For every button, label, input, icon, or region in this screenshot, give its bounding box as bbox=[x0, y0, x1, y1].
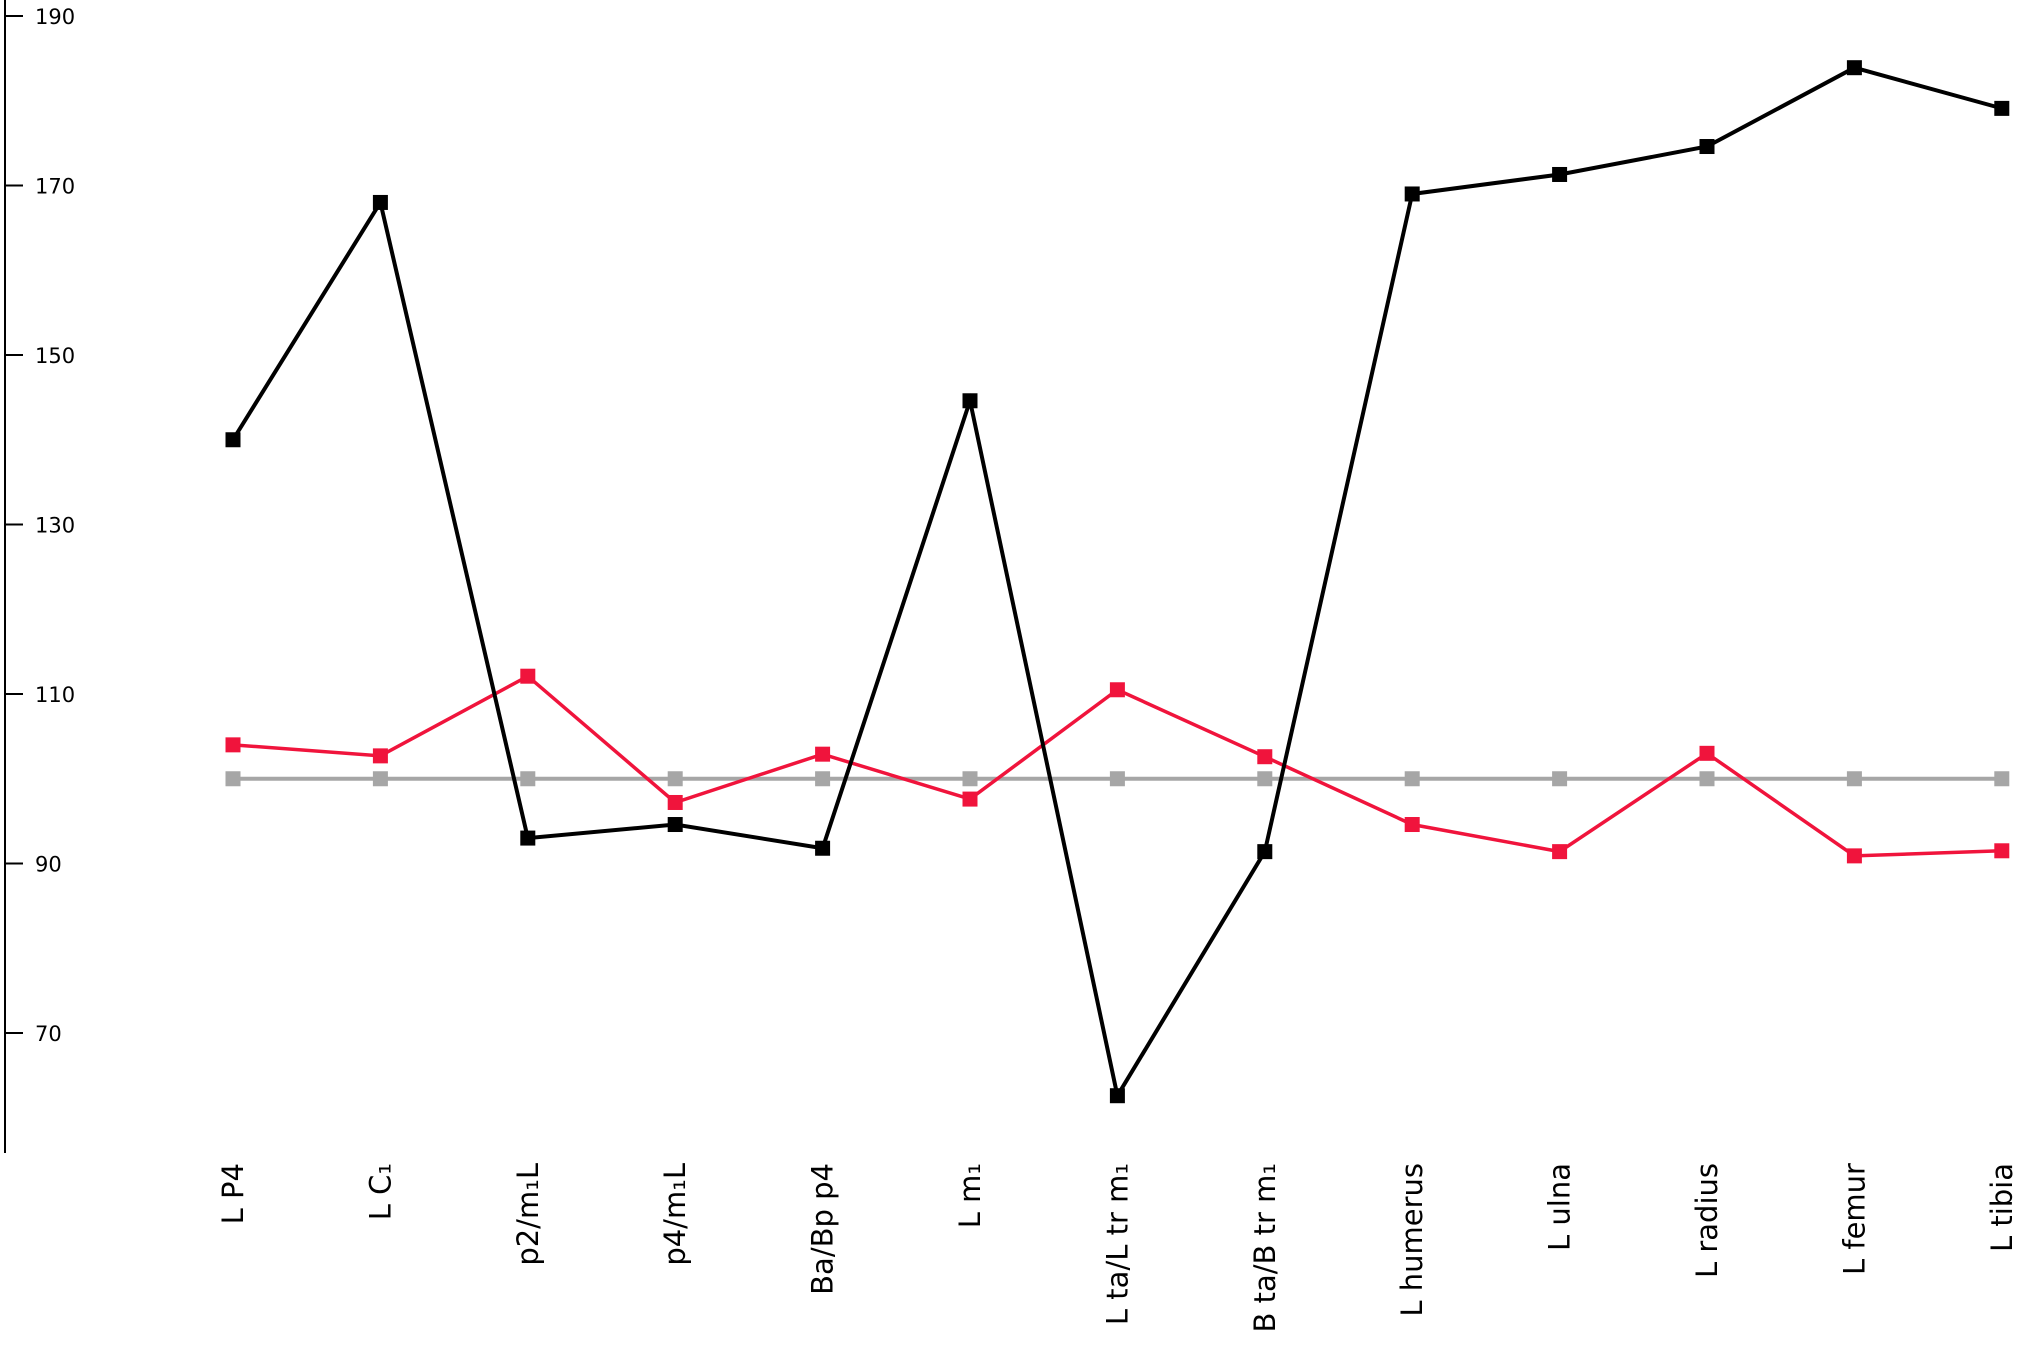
y-tick-label: 70 bbox=[35, 1022, 62, 1046]
series-marker bbox=[520, 830, 536, 846]
series-marker bbox=[815, 840, 831, 856]
series-marker bbox=[1257, 749, 1273, 765]
series-marker bbox=[1994, 771, 2010, 787]
series-marker bbox=[520, 771, 536, 787]
series-marker bbox=[667, 817, 683, 833]
x-category-label: L C₁ bbox=[363, 1163, 397, 1220]
series-marker bbox=[1552, 771, 1568, 787]
series-layer bbox=[225, 60, 2010, 1104]
x-category-label: L femur bbox=[1837, 1163, 1871, 1275]
series-marker bbox=[1109, 771, 1125, 787]
series-1 bbox=[225, 668, 2010, 864]
series-marker bbox=[225, 737, 241, 753]
y-axis-ticks: 70 90 110 130 150 170 190 bbox=[5, 5, 75, 1046]
series-marker bbox=[1994, 843, 2010, 859]
series-marker bbox=[815, 771, 831, 787]
series-marker bbox=[1552, 844, 1568, 860]
series-2 bbox=[225, 771, 2010, 787]
series-marker bbox=[1699, 771, 1715, 787]
x-category-label: p2/m₁L bbox=[511, 1163, 545, 1266]
y-tick-label: 90 bbox=[35, 853, 62, 877]
series-marker bbox=[372, 194, 388, 210]
series-marker bbox=[962, 791, 978, 807]
series-marker bbox=[667, 771, 683, 787]
y-tick-label: 110 bbox=[35, 683, 75, 707]
y-tick-label: 130 bbox=[35, 514, 75, 538]
series-marker bbox=[1552, 166, 1568, 182]
series-marker bbox=[520, 668, 536, 684]
series-marker bbox=[1404, 186, 1420, 202]
series-marker bbox=[667, 794, 683, 810]
series-marker bbox=[1257, 844, 1273, 860]
series-marker bbox=[225, 432, 241, 448]
series-marker bbox=[815, 746, 831, 762]
series-marker bbox=[372, 771, 388, 787]
x-category-label: p4/m₁L bbox=[658, 1163, 692, 1266]
series-marker bbox=[1404, 771, 1420, 787]
x-category-label: L m₁ bbox=[953, 1163, 987, 1228]
x-category-label: L humerus bbox=[1395, 1163, 1429, 1317]
x-category-label: B ta/B tr m₁ bbox=[1248, 1163, 1282, 1333]
x-category-label: L tibia bbox=[1985, 1163, 2018, 1252]
x-category-label: L P4 bbox=[216, 1163, 250, 1224]
series-marker bbox=[1109, 1088, 1125, 1104]
x-category-label: L ulna bbox=[1543, 1163, 1577, 1251]
series-marker bbox=[962, 771, 978, 787]
series-marker bbox=[1994, 100, 2010, 116]
y-tick-label: 150 bbox=[35, 344, 75, 368]
series-marker bbox=[372, 748, 388, 764]
series-marker bbox=[1846, 771, 1862, 787]
series-marker bbox=[225, 771, 241, 787]
series-marker bbox=[1699, 745, 1715, 761]
x-category-label: L ta/L tr m₁ bbox=[1100, 1163, 1134, 1325]
x-axis-labels: L P4 L C₁ p2/m₁L p4/m₁L Ba/Bp p4 L m₁ L ta/L t… bbox=[216, 1163, 2018, 1333]
series-marker bbox=[1699, 139, 1715, 155]
series-0 bbox=[225, 60, 2010, 1104]
series-marker bbox=[1404, 817, 1420, 833]
y-tick-label: 170 bbox=[35, 175, 75, 199]
series-line bbox=[231, 65, 2003, 1102]
y-tick-label: 190 bbox=[35, 5, 75, 29]
series-marker bbox=[1846, 60, 1862, 76]
x-category-label: L radius bbox=[1690, 1163, 1724, 1278]
series-marker bbox=[1257, 771, 1273, 787]
x-category-label: Ba/Bp p4 bbox=[806, 1163, 840, 1295]
series-marker bbox=[1109, 682, 1125, 698]
series-marker bbox=[962, 393, 978, 409]
series-marker bbox=[1846, 848, 1862, 864]
